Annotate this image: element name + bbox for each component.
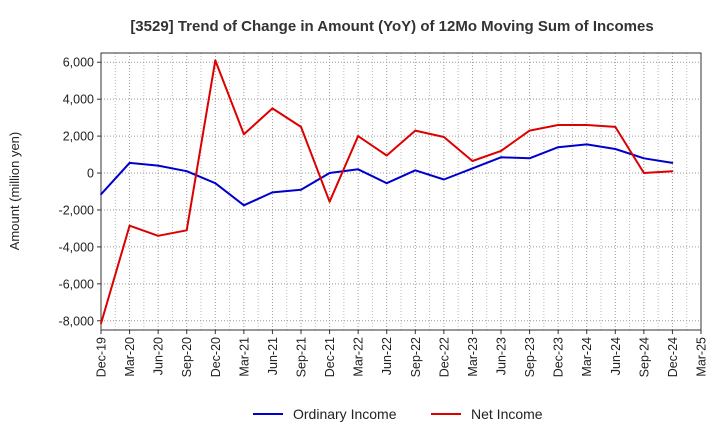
x-tick-label: Mar-22 bbox=[352, 337, 366, 377]
data-point-ordinary-income bbox=[357, 168, 360, 171]
data-point-net-income bbox=[642, 172, 645, 174]
x-tick-label: Mar-21 bbox=[237, 337, 251, 377]
y-axis-label: Amount (million yen) bbox=[7, 132, 22, 251]
data-point-ordinary-income bbox=[671, 161, 674, 164]
y-tick-label: 4,000 bbox=[63, 93, 94, 107]
y-tick-label: 2,000 bbox=[63, 130, 94, 144]
y-tick-label: -4,000 bbox=[59, 240, 94, 254]
data-point-ordinary-income bbox=[614, 148, 617, 150]
data-point-ordinary-income bbox=[442, 178, 445, 181]
data-point-net-income bbox=[100, 322, 102, 325]
x-tick-label: Sep-23 bbox=[523, 337, 537, 377]
y-tick-label: -8,000 bbox=[59, 314, 94, 328]
data-point-ordinary-income bbox=[328, 172, 331, 174]
data-point-net-income bbox=[471, 160, 474, 162]
grid-lines bbox=[100, 53, 702, 330]
data-point-ordinary-income bbox=[557, 146, 560, 149]
x-tick-label: Jun-23 bbox=[495, 337, 509, 375]
data-point-ordinary-income bbox=[500, 156, 502, 159]
y-axis-ticks: 6,000 4,000 2,000 0 -2,000 -4,000 -6,000 -8,000 bbox=[59, 56, 101, 328]
data-point-net-income bbox=[500, 149, 502, 152]
data-point-ordinary-income bbox=[300, 188, 302, 191]
x-tick-label: Jun-22 bbox=[380, 337, 394, 375]
data-point-net-income bbox=[385, 154, 388, 157]
data-point-ordinary-income bbox=[128, 161, 131, 164]
legend: Ordinary Income Net Income bbox=[253, 406, 543, 422]
data-point-ordinary-income bbox=[414, 169, 417, 172]
data-point-ordinary-income bbox=[642, 157, 645, 160]
chart-title: [3529] Trend of Change in Amount (YoY) o… bbox=[130, 18, 653, 35]
x-tick-label: Mar-20 bbox=[123, 337, 137, 377]
x-tick-label: Jun-21 bbox=[266, 337, 280, 375]
x-tick-label: Dec-19 bbox=[95, 337, 109, 377]
data-point-ordinary-income bbox=[214, 182, 217, 185]
data-point-ordinary-income bbox=[157, 164, 160, 167]
legend-label-net-income: Net Income bbox=[471, 406, 543, 422]
data-point-net-income bbox=[242, 133, 245, 136]
x-tick-label: Dec-21 bbox=[323, 337, 337, 377]
data-point-net-income bbox=[185, 229, 188, 232]
data-point-ordinary-income bbox=[385, 182, 388, 185]
data-point-net-income bbox=[671, 170, 674, 173]
data-point-net-income bbox=[328, 200, 331, 203]
x-tick-label: Dec-23 bbox=[552, 337, 566, 377]
legend-label-ordinary-income: Ordinary Income bbox=[293, 406, 397, 422]
data-point-net-income bbox=[128, 224, 131, 227]
x-tick-label: Jun-20 bbox=[152, 337, 166, 375]
data-point-net-income bbox=[300, 125, 302, 128]
data-point-net-income bbox=[585, 124, 588, 126]
data-point-net-income bbox=[614, 125, 617, 128]
series-line-ordinary-income bbox=[100, 143, 673, 207]
x-tick-label: Jun-24 bbox=[609, 337, 623, 375]
series-lines bbox=[100, 59, 674, 325]
data-point-net-income bbox=[414, 129, 417, 132]
y-tick-label: 6,000 bbox=[63, 56, 94, 70]
data-point-net-income bbox=[442, 136, 445, 138]
data-point-ordinary-income bbox=[471, 167, 474, 170]
x-tick-label: Sep-24 bbox=[637, 337, 651, 377]
x-axis-ticks: Dec-19 Mar-20 Jun-20 Sep-20 Dec-20 Mar-21 Jun-… bbox=[95, 330, 709, 377]
x-tick-label: Dec-22 bbox=[437, 337, 451, 377]
x-tick-label: Sep-22 bbox=[409, 337, 423, 377]
data-point-net-income bbox=[271, 107, 274, 110]
data-point-net-income bbox=[214, 59, 217, 62]
y-tick-label: -6,000 bbox=[59, 277, 94, 291]
data-point-net-income bbox=[528, 129, 531, 132]
x-tick-label: Mar-25 bbox=[695, 337, 709, 377]
data-point-ordinary-income bbox=[185, 170, 188, 173]
x-tick-label: Sep-20 bbox=[180, 337, 194, 377]
x-tick-label: Sep-21 bbox=[295, 337, 309, 377]
data-point-net-income bbox=[557, 124, 560, 126]
data-point-ordinary-income bbox=[528, 157, 531, 160]
y-tick-label: 0 bbox=[87, 167, 94, 181]
data-point-ordinary-income bbox=[585, 143, 588, 146]
data-point-ordinary-income bbox=[100, 193, 102, 196]
y-tick-label: -2,000 bbox=[59, 203, 94, 217]
x-tick-label: Dec-24 bbox=[666, 337, 680, 377]
data-point-net-income bbox=[357, 135, 360, 138]
data-point-ordinary-income bbox=[271, 191, 274, 194]
data-point-net-income bbox=[157, 234, 160, 237]
x-tick-label: Dec-20 bbox=[209, 337, 223, 377]
x-tick-label: Mar-24 bbox=[580, 337, 594, 377]
x-tick-label: Mar-23 bbox=[466, 337, 480, 377]
data-point-ordinary-income bbox=[242, 204, 245, 207]
plot-area-frame bbox=[100, 52, 702, 331]
